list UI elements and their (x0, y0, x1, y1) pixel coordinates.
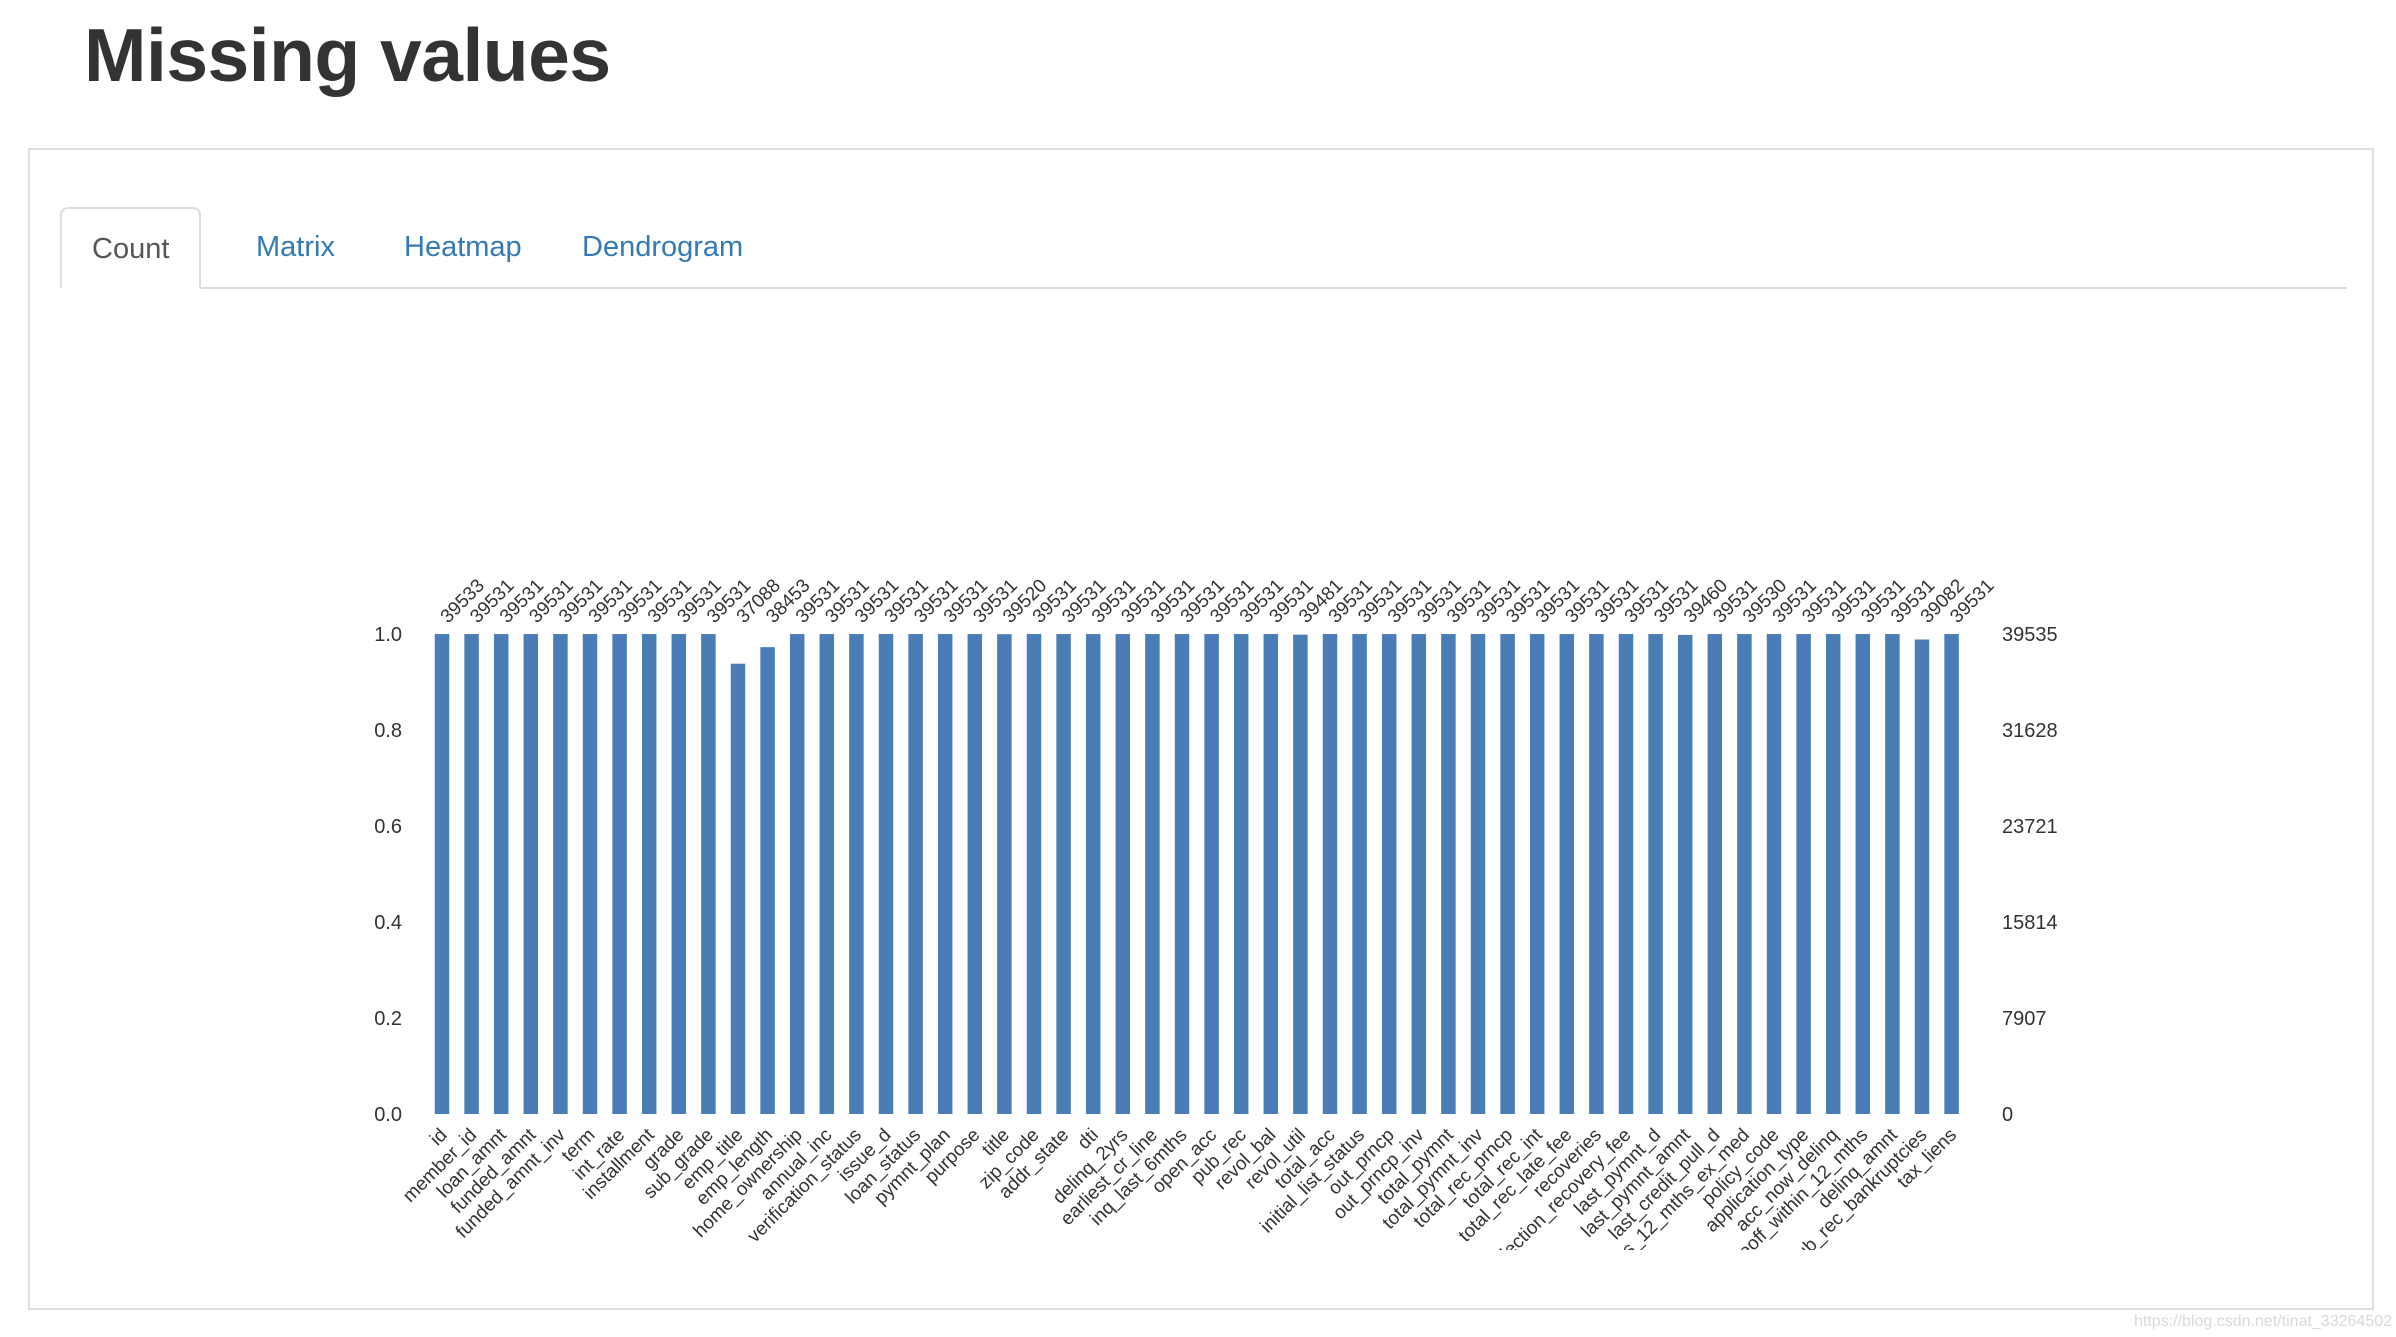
tab-heatmap[interactable]: Heatmap (404, 231, 522, 263)
bar-delinq_2yrs (1115, 634, 1131, 1114)
left-tick-label: 0.4 (374, 912, 402, 934)
bar-collections_12_mths_ex_med (1737, 634, 1752, 1114)
bar-total_pymnt (1441, 634, 1456, 1114)
bar-funded_amnt_inv (553, 634, 568, 1114)
bar-loan_status (908, 634, 923, 1114)
bar-issue_d (878, 634, 894, 1114)
bar-purpose (967, 634, 983, 1114)
bar-id (434, 634, 450, 1114)
bar-pub_rec_bankruptcies (1914, 639, 1930, 1114)
watermark: https://blog.csdn.net/tinat_33264502 (2134, 1313, 2392, 1330)
right-tick-label: 23721 (2002, 816, 2058, 838)
right-tick-label: 0 (2002, 1104, 2013, 1126)
bar-total_rec_late_fee (1559, 634, 1575, 1114)
bar-application_type (1796, 634, 1811, 1114)
bar-out_prncp_inv (1411, 634, 1427, 1114)
right-tick-label: 39535 (2002, 624, 2058, 646)
bar-recoveries (1589, 634, 1604, 1114)
bar-term (582, 634, 598, 1114)
bar-pub_rec (1233, 634, 1249, 1114)
bar-revol_bal (1263, 634, 1279, 1114)
bar-delinq_amnt (1885, 634, 1900, 1114)
right-tick-label: 7907 (2002, 1008, 2047, 1030)
bar-acc_now_delinq (1825, 634, 1841, 1114)
bar-total_rec_int (1529, 634, 1545, 1114)
left-tick-label: 0.0 (374, 1104, 402, 1126)
bar-title (997, 634, 1012, 1114)
bar-revol_util (1293, 634, 1308, 1114)
bar-installment (641, 634, 657, 1114)
tab-count[interactable]: Count (60, 207, 202, 289)
page-title: Missing values (84, 13, 611, 97)
bar-inq_last_6mths (1174, 634, 1190, 1114)
bar-dti (1085, 634, 1101, 1114)
tab-matrix[interactable]: Matrix (256, 231, 335, 263)
missing-values-count-chart: 0.0 0.2 0.4 0.6 0.8 1.0 0 7907 15814 23721 31628 39… (374, 575, 2058, 1250)
bar-total_acc (1322, 634, 1338, 1114)
bar-out_prncp (1381, 634, 1397, 1114)
bar-addr_state (1056, 634, 1071, 1114)
bar-emp_length (760, 647, 775, 1114)
bar-sub_grade (701, 634, 716, 1114)
bar-funded_amnt (523, 634, 539, 1114)
bar-total_rec_prncp (1500, 634, 1515, 1114)
left-tick-label: 0.8 (374, 720, 402, 742)
bar-earliest_cr_line (1145, 634, 1160, 1114)
bar-emp_title (730, 663, 746, 1114)
left-tick-label: 0.2 (374, 1008, 402, 1030)
bar-open_acc (1204, 634, 1219, 1114)
tab-dendrogram[interactable]: Dendrogram (582, 231, 744, 263)
bar-verification_status (849, 634, 864, 1114)
bar-collection_recovery_fee (1618, 634, 1634, 1114)
bar-last_pymnt_d (1648, 634, 1663, 1114)
tab-bar: Count Matrix Heatmap Dendrogram (60, 207, 2347, 289)
bar-loan_amnt (493, 634, 509, 1114)
bar-last_credit_pull_d (1707, 634, 1723, 1114)
bar-member_id (464, 634, 479, 1114)
bar-last_pymnt_amnt (1677, 634, 1693, 1114)
left-tick-label: 1.0 (374, 624, 402, 646)
bar-total_pymnt_inv (1470, 634, 1486, 1114)
left-tick-label: 0.6 (374, 816, 402, 838)
bar-initial_list_status (1352, 634, 1367, 1114)
right-tick-label: 15814 (2002, 912, 2058, 934)
bar-pymnt_plan (937, 634, 953, 1114)
bar-tax_liens (1944, 634, 1959, 1114)
content-panel: Count Matrix Heatmap Dendrogram 0.0 0.2 0.… (28, 148, 2374, 1310)
bar-chargeoff_within_12_mths (1855, 634, 1871, 1114)
bar-home_ownership (789, 634, 805, 1114)
bar-policy_code (1766, 634, 1782, 1114)
bar-grade (671, 634, 687, 1114)
right-tick-label: 31628 (2002, 720, 2058, 742)
bar-zip_code (1026, 634, 1042, 1114)
bar-int_rate (612, 634, 627, 1114)
bar-annual_inc (819, 634, 835, 1114)
